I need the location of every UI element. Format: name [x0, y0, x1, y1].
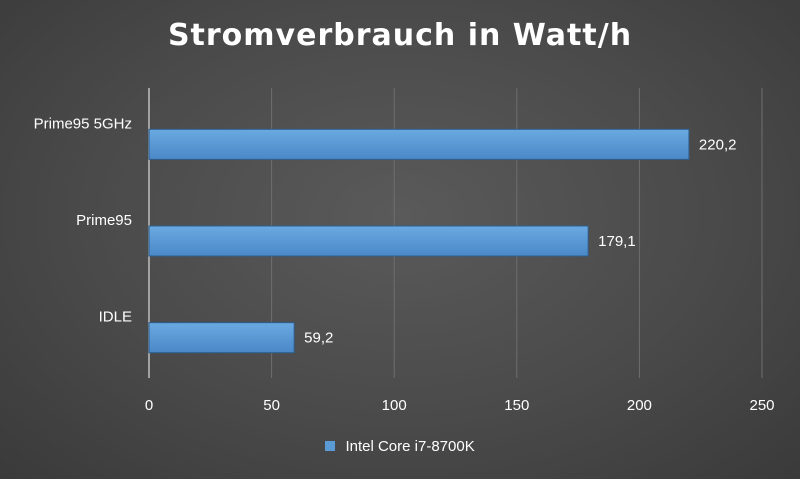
- legend-label: Intel Core i7-8700K: [345, 438, 475, 455]
- bars: [148, 128, 690, 354]
- labels: 0 50 100 150 200 250 220,2 Prime95 5GHz 179,1 Pri…: [34, 115, 775, 414]
- data-label-0: 220,2: [699, 136, 737, 153]
- x-tick-label-150: 150: [504, 397, 529, 414]
- data-label-2: 59,2: [304, 330, 333, 347]
- chart-title: Stromverbrauch in Watt/h: [167, 18, 633, 53]
- category-label-0: Prime95 5GHz: [34, 115, 132, 132]
- x-tick-label-200: 200: [627, 397, 652, 414]
- legend-swatch: [325, 441, 336, 452]
- bar-idle: [148, 322, 295, 354]
- legend: Intel Core i7-8700K: [0, 438, 800, 455]
- x-tick-label-100: 100: [382, 397, 407, 414]
- category-label-2: IDLE: [99, 309, 132, 326]
- bar-prime95-5ghz: [148, 128, 690, 160]
- x-tick-label-250: 250: [749, 397, 774, 414]
- x-tick-label-50: 50: [263, 397, 280, 414]
- data-label-1: 179,1: [598, 233, 636, 250]
- bar-prime95: [148, 225, 589, 257]
- x-tick-label-0: 0: [145, 397, 153, 414]
- category-label-1: Prime95: [76, 212, 132, 229]
